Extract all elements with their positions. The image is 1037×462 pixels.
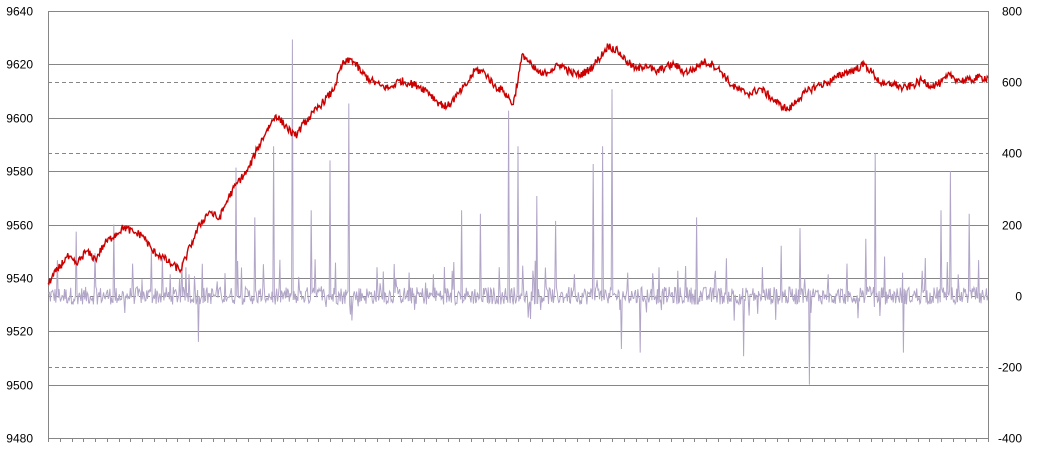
left-tick-label: 9500 bbox=[6, 379, 33, 393]
right-tick-label: -200 bbox=[998, 361, 1022, 375]
right-tick-label: 200 bbox=[1002, 219, 1022, 233]
right-axis-tick-labels: 800 600 400 200 0 -200 -400 bbox=[998, 5, 1022, 446]
right-series-line bbox=[47, 39, 989, 385]
left-axis-tick-labels: 9640 9620 9600 9580 9560 9540 9520 9500 9480 bbox=[6, 5, 33, 446]
left-tick-label: 9560 bbox=[6, 219, 33, 233]
right-tick-label: 800 bbox=[1002, 5, 1022, 19]
left-tick-label: 9620 bbox=[6, 58, 33, 72]
right-tick-label: 600 bbox=[1002, 76, 1022, 90]
right-tick-label: -400 bbox=[998, 432, 1022, 446]
x-axis-tick-marks bbox=[48, 438, 989, 442]
left-tick-label: 9540 bbox=[6, 272, 33, 286]
right-tick-label: 400 bbox=[1002, 147, 1022, 161]
left-tick-label: 9480 bbox=[6, 432, 33, 446]
left-tick-label: 9520 bbox=[6, 325, 33, 339]
right-tick-label: 0 bbox=[1015, 290, 1022, 304]
right-axis-series bbox=[47, 39, 989, 385]
left-tick-label: 9640 bbox=[6, 5, 33, 19]
left-tick-label: 9580 bbox=[6, 165, 33, 179]
left-tick-label: 9600 bbox=[6, 112, 33, 126]
left-axis-series bbox=[47, 43, 989, 286]
left-series-line bbox=[47, 43, 989, 286]
